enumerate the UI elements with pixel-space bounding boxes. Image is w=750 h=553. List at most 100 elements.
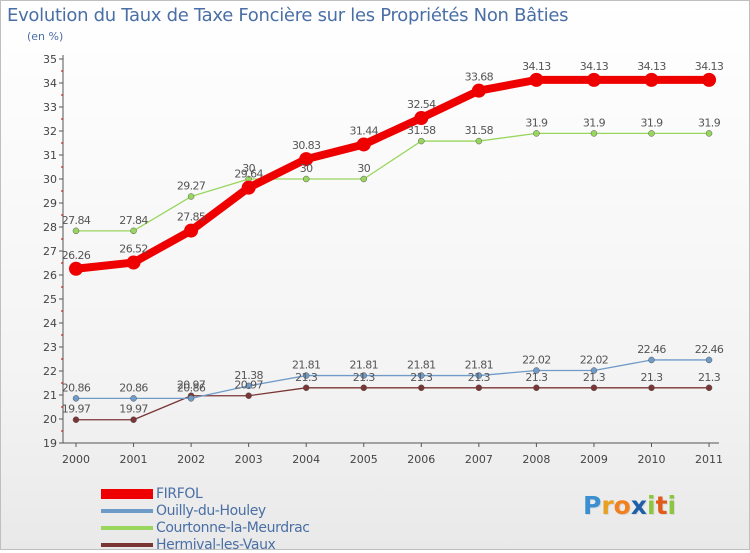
y-tick-label: 22 <box>43 365 57 378</box>
legend-label: Ouilly-du-Houley <box>156 502 266 519</box>
data-point <box>648 130 655 137</box>
data-point <box>529 72 544 87</box>
data-point <box>475 137 483 145</box>
data-label: 21.3 <box>525 371 548 384</box>
series-line <box>75 359 710 400</box>
data-point <box>187 395 195 402</box>
chart-subtitle: (en %) <box>27 30 64 43</box>
y-tick-label: 33 <box>43 101 57 114</box>
data-label: 29.64 <box>234 168 263 181</box>
data-point <box>184 223 199 238</box>
data-label: 29.27 <box>177 180 206 193</box>
data-point <box>533 367 540 374</box>
data-label: 31.58 <box>407 124 436 137</box>
data-label: 26.52 <box>119 243 148 256</box>
x-tick-label: 2004 <box>292 453 320 466</box>
data-point <box>130 227 137 235</box>
data-point <box>245 392 252 399</box>
data-label: 20.86 <box>119 381 148 394</box>
y-tick-label: 24 <box>43 317 57 330</box>
data-point <box>302 372 310 379</box>
y-tick-label: 28 <box>43 221 57 234</box>
data-label: 26.26 <box>62 249 91 262</box>
data-point <box>702 72 717 87</box>
data-label: 22.02 <box>580 354 609 367</box>
data-label: 21.3 <box>698 371 721 384</box>
x-tick-label: 2001 <box>120 453 148 466</box>
legend-label: FIRFOL <box>156 485 203 502</box>
y-tick-label: 32 <box>43 125 57 138</box>
data-label: 30.83 <box>292 139 321 152</box>
data-label: 21.3 <box>583 371 606 384</box>
data-point <box>418 137 425 145</box>
legend-label: Courtonne-la-Meurdrac <box>156 519 310 536</box>
data-point <box>475 372 483 379</box>
data-label: 20.86 <box>62 381 91 394</box>
data-point <box>533 130 540 137</box>
legend-swatch <box>101 508 153 513</box>
data-label: 22.46 <box>637 343 666 356</box>
data-point <box>245 382 252 390</box>
legend-label: Hermival-les-Vaux <box>156 536 276 553</box>
legend-item: Hermival-les-Vaux <box>101 536 310 553</box>
data-point <box>72 416 80 423</box>
series-line <box>75 132 710 232</box>
data-point <box>360 372 367 379</box>
data-label: 21.81 <box>465 359 494 372</box>
logo-letter: P <box>583 491 602 520</box>
data-point <box>360 384 367 392</box>
data-point <box>414 111 429 126</box>
data-label: 31.9 <box>583 116 606 129</box>
data-label: 20.86 <box>177 381 206 394</box>
chart-title: Evolution du Taux de Taxe Foncière sur l… <box>7 5 569 26</box>
data-label: 31.9 <box>698 116 721 129</box>
x-tick-label: 2000 <box>62 453 90 466</box>
x-tick-label: 2008 <box>522 453 550 466</box>
data-label: 34.13 <box>695 60 724 73</box>
x-tick-label: 2011 <box>695 453 723 466</box>
data-label: 31.58 <box>465 124 494 137</box>
legend-swatch <box>101 542 153 547</box>
chart-legend: FIRFOL Ouilly-du-Houley Courtonne-la-Meu… <box>101 485 310 553</box>
data-label: 20.97 <box>177 379 206 392</box>
y-tick-label: 27 <box>43 245 57 258</box>
y-tick-label: 19 <box>43 437 57 450</box>
data-point <box>590 367 598 374</box>
x-tick-label: 2009 <box>580 453 608 466</box>
data-label: 34.13 <box>522 60 551 73</box>
proxiti-logo: Proxiti <box>583 491 676 520</box>
data-label: 21.81 <box>407 359 436 372</box>
y-tick-label: 31 <box>43 149 57 162</box>
data-point <box>705 384 713 392</box>
data-label: 27.85 <box>177 211 206 224</box>
data-label: 22.46 <box>695 343 724 356</box>
data-label: 21.3 <box>640 371 663 384</box>
data-label: 21.3 <box>410 371 433 384</box>
x-tick-label: 2007 <box>465 453 493 466</box>
data-point <box>705 130 713 137</box>
data-point <box>644 72 659 87</box>
data-point <box>471 83 486 98</box>
data-point <box>356 137 371 152</box>
x-tick-label: 2006 <box>407 453 435 466</box>
data-label: 21.38 <box>234 369 263 382</box>
y-tick-label: 20 <box>43 413 57 426</box>
y-tick-label: 35 <box>43 53 57 66</box>
legend-item: Ouilly-du-Houley <box>101 502 310 519</box>
data-label: 32.54 <box>407 98 436 111</box>
y-tick-label: 26 <box>43 269 57 282</box>
data-label: 21.3 <box>295 371 318 384</box>
data-label: 30 <box>300 162 313 175</box>
x-tick-label: 2002 <box>177 453 205 466</box>
data-point <box>648 384 655 392</box>
data-point <box>705 356 713 364</box>
data-label: 20.97 <box>234 379 263 392</box>
logo-letter: x <box>630 491 647 520</box>
logo-letter: o <box>613 491 631 520</box>
data-label: 19.97 <box>119 403 148 416</box>
data-point <box>302 175 310 183</box>
data-label: 27.84 <box>119 214 148 227</box>
logo-letter: i <box>667 491 677 520</box>
